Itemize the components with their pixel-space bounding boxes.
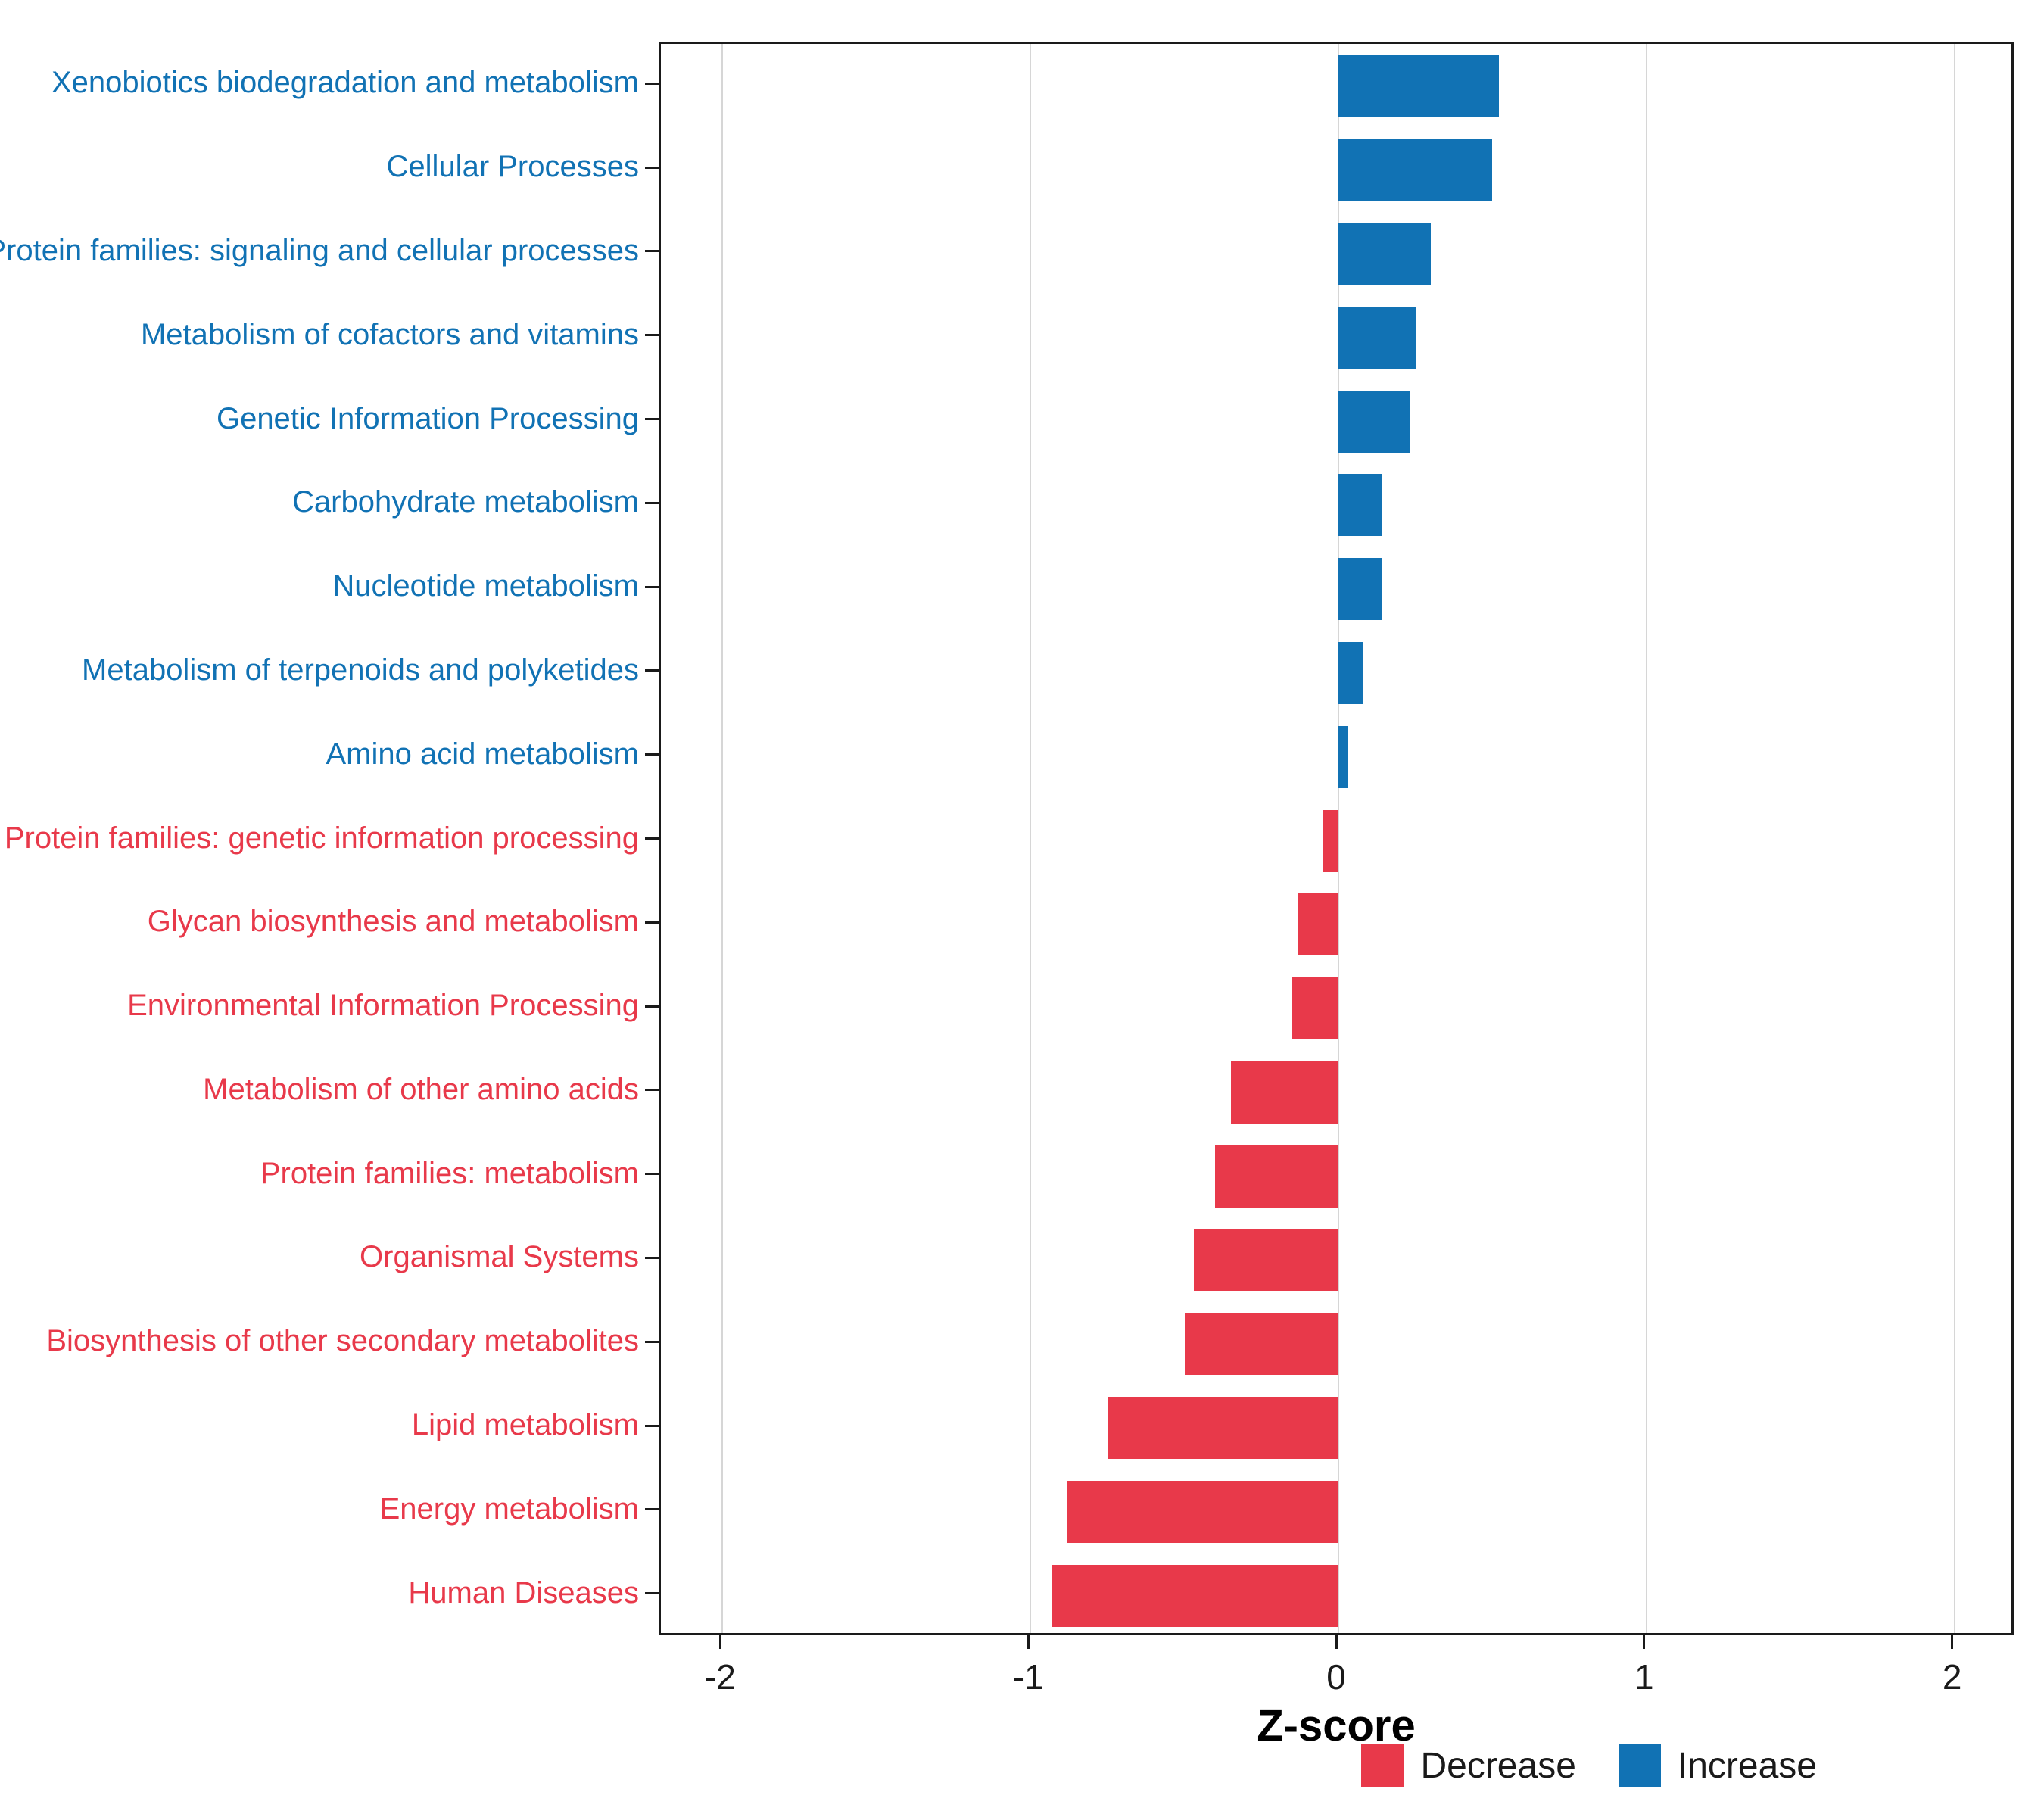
y-axis-tick	[645, 669, 659, 672]
y-axis-label: Environmental Information Processing	[127, 989, 639, 1023]
y-axis-tick	[645, 418, 659, 421]
y-axis-label: Human Diseases	[408, 1575, 639, 1610]
y-axis-tick	[645, 1173, 659, 1176]
bar	[1323, 809, 1338, 872]
x-tick-label: 2	[1942, 1657, 1962, 1697]
y-axis-tick	[645, 1592, 659, 1595]
y-axis-label: Amino acid metabolism	[326, 737, 640, 771]
bar	[1338, 139, 1493, 201]
y-axis-label: Protein families: metabolism	[260, 1156, 639, 1190]
bar	[1215, 1145, 1338, 1208]
bar	[1067, 1480, 1338, 1543]
y-axis-label: Lipid metabolism	[411, 1408, 639, 1442]
x-tick-label: 0	[1326, 1657, 1346, 1697]
legend: Decrease Increase	[1361, 1744, 1817, 1787]
bar	[1184, 1313, 1338, 1376]
y-axis-label: Energy metabolism	[379, 1491, 639, 1526]
y-axis-tick	[645, 1424, 659, 1427]
y-axis-label: Xenobiotics biodegradation and metabolis…	[51, 66, 639, 100]
legend-swatch-increase-icon	[1618, 1744, 1661, 1787]
x-axis-tick	[718, 1635, 721, 1649]
x-tick-label: 1	[1634, 1657, 1654, 1697]
y-axis-tick	[645, 82, 659, 85]
y-axis-tick	[645, 1005, 659, 1008]
y-axis-tick	[645, 1340, 659, 1343]
y-axis-label: Organismal Systems	[360, 1240, 639, 1274]
grid-line	[1030, 44, 1032, 1633]
legend-label-decrease: Decrease	[1420, 1745, 1576, 1786]
bar	[1338, 306, 1416, 369]
legend-item-increase: Increase	[1618, 1744, 1817, 1787]
bar	[1338, 641, 1363, 704]
grid-line	[1953, 44, 1955, 1633]
bar	[1230, 1061, 1338, 1124]
y-axis-label: Genetic Information Processing	[216, 401, 639, 435]
legend-item-decrease: Decrease	[1361, 1744, 1576, 1787]
y-axis-label: Nucleotide metabolism	[332, 569, 639, 603]
bar	[1338, 474, 1382, 537]
bar	[1193, 1229, 1338, 1292]
x-axis-tick	[1027, 1635, 1030, 1649]
x-tick-label: -2	[704, 1657, 736, 1697]
x-axis-tick	[1335, 1635, 1338, 1649]
y-axis-tick	[645, 921, 659, 924]
bar	[1338, 390, 1410, 453]
bar	[1298, 893, 1338, 956]
y-axis-label: Metabolism of other amino acids	[203, 1073, 639, 1107]
y-axis-tick	[645, 1508, 659, 1511]
bar	[1052, 1564, 1338, 1627]
y-axis-tick	[645, 837, 659, 840]
y-axis-label: Glycan biosynthesis and metabolism	[147, 905, 639, 939]
y-axis-tick	[645, 585, 659, 588]
y-axis-label: Cellular Processes	[386, 150, 639, 184]
y-axis-tick	[645, 501, 659, 504]
x-axis-tick	[1951, 1635, 1954, 1649]
bar	[1338, 222, 1432, 285]
x-tick-label: -1	[1012, 1657, 1044, 1697]
bar	[1292, 977, 1338, 1040]
bar	[1107, 1397, 1338, 1460]
y-axis-tick	[645, 166, 659, 169]
y-axis-label: Metabolism of terpenoids and polyketides	[82, 653, 639, 687]
grid-line	[721, 44, 724, 1633]
y-axis-label: Biosynthesis of other secondary metaboli…	[46, 1324, 639, 1358]
y-axis-label: Carbohydrate metabolism	[292, 485, 639, 519]
y-axis-label: Metabolism of cofactors and vitamins	[140, 317, 639, 351]
legend-label-increase: Increase	[1677, 1745, 1817, 1786]
y-axis-tick	[645, 1256, 659, 1259]
grid-line	[1645, 44, 1647, 1633]
y-axis-label: Protein families: signaling and cellular…	[0, 234, 639, 268]
grid-line	[1338, 44, 1339, 1633]
bar	[1338, 55, 1499, 117]
y-axis-tick	[645, 250, 659, 253]
legend-swatch-decrease-icon	[1361, 1744, 1404, 1787]
x-axis-tick	[1643, 1635, 1646, 1649]
y-axis-tick	[645, 753, 659, 756]
y-axis-label: Protein families: genetic information pr…	[4, 821, 639, 855]
plot-panel	[659, 42, 2014, 1635]
y-axis-tick	[645, 1089, 659, 1092]
y-axis-tick	[645, 334, 659, 337]
bar	[1338, 558, 1382, 621]
bar	[1338, 725, 1348, 788]
x-axis-title: Z-score	[1257, 1701, 1416, 1750]
